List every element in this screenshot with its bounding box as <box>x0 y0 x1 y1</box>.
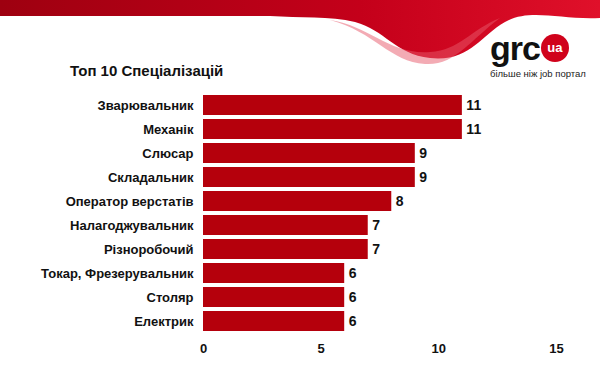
html-text:більше ніж job портал: більше ніж job портал <box>490 68 586 79</box>
svg-text:Налагоджувальник: Налагоджувальник <box>70 218 194 233</box>
svg-text:Різноробочий: Різноробочий <box>104 242 194 257</box>
svg-text:7: 7 <box>372 217 380 233</box>
svg-text:7: 7 <box>372 241 380 257</box>
svg-text:Складальник: Складальник <box>108 170 194 185</box>
html-text:Топ 10 Спеціалізацій: Топ 10 Спеціалізацій <box>70 62 224 79</box>
svg-text:Столяр: Столяр <box>147 290 194 305</box>
svg-text:8: 8 <box>396 193 404 209</box>
svg-text:Оператор верстатів: Оператор верстатів <box>66 194 194 209</box>
svg-text:9: 9 <box>419 169 427 185</box>
svg-text:Електрик: Електрик <box>134 314 194 329</box>
svg-text:9: 9 <box>419 145 427 161</box>
svg-text:Механік: Механік <box>143 122 194 137</box>
svg-text:5: 5 <box>318 341 325 356</box>
svg-text:Слюсар: Слюсар <box>142 146 193 161</box>
svg-text:Зварювальник: Зварювальник <box>98 98 194 113</box>
html-text:grc: grc <box>490 29 540 67</box>
svg-text:6: 6 <box>349 289 357 305</box>
svg-text:Токар, Фрезерувальник: Токар, Фрезерувальник <box>41 266 194 281</box>
svg-text:11: 11 <box>466 121 481 137</box>
svg-text:6: 6 <box>349 313 357 329</box>
svg-text:11: 11 <box>466 97 481 113</box>
svg-text:0: 0 <box>200 341 207 356</box>
html-text:ua: ua <box>547 40 563 55</box>
svg-text:6: 6 <box>349 265 357 281</box>
svg-text:10: 10 <box>432 341 446 356</box>
svg-text:15: 15 <box>549 341 563 356</box>
